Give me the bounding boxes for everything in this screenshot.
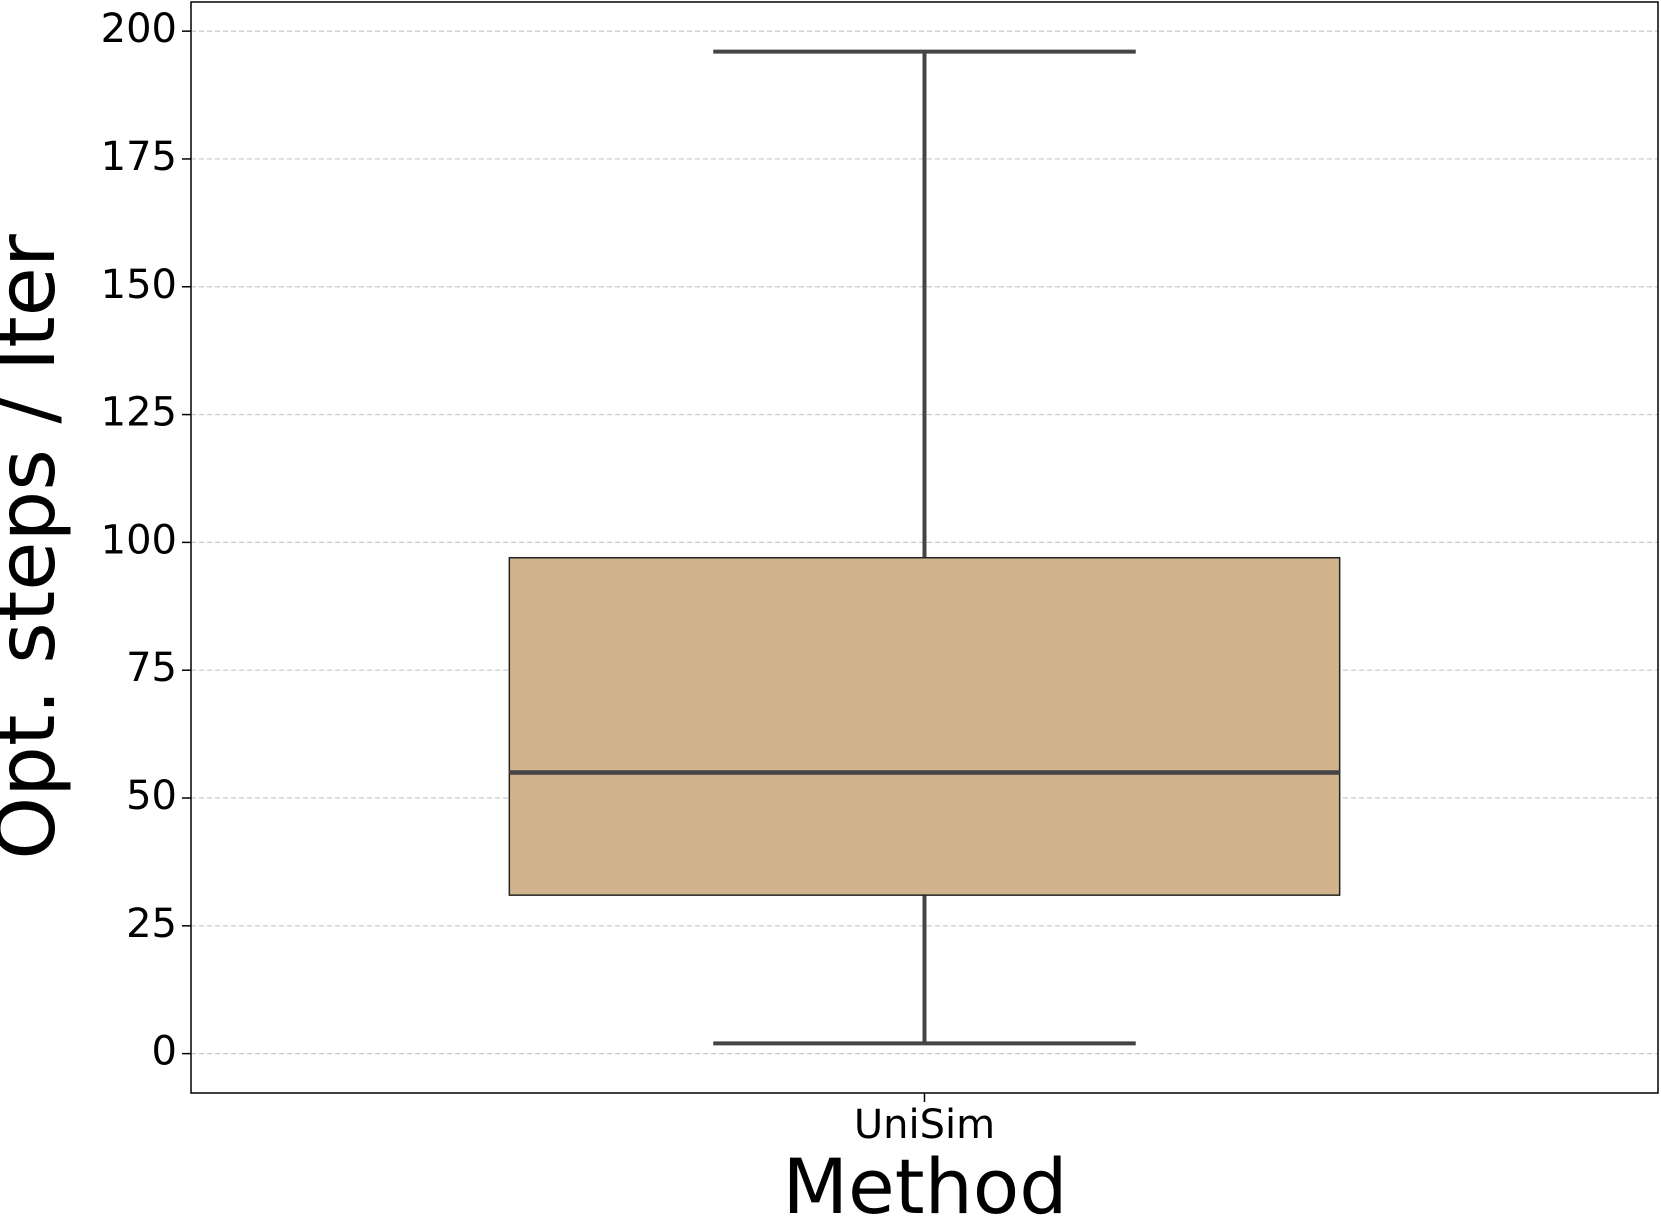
plot-frame [190,1,1659,1094]
y-tick-label: 0 [152,1029,177,1075]
x-axis-label: Method [782,1142,1067,1225]
y-tick-label: 25 [126,901,177,947]
y-axis-label: Opt. steps / Iter [0,234,73,860]
box [508,556,1341,896]
y-tick-label: 200 [101,6,177,52]
y-tick-label: 100 [101,517,177,563]
y-tick-label: 75 [126,645,177,691]
y-tick-label: 50 [126,773,177,819]
x-tick-label: UniSim [854,1102,995,1148]
y-tick-label: 150 [101,262,177,308]
y-tick-label: 125 [101,390,177,436]
y-tick-label: 175 [101,134,177,180]
